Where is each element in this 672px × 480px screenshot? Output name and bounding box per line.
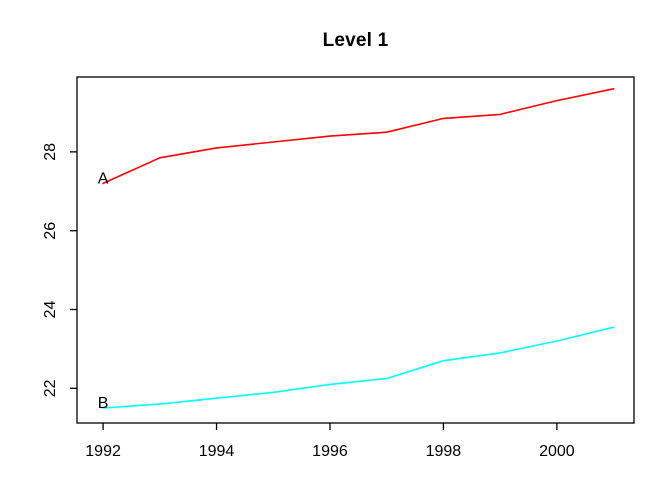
y-axis-tick-label-22: 22 [42,379,59,397]
y-axis-tick-label-24: 24 [42,301,59,319]
y-axis-tick-label-26: 26 [42,222,59,240]
x-axis-tick-label-1994: 1994 [199,443,235,460]
y-axis-tick-label-28: 28 [42,143,59,161]
x-axis-tick-label-1992: 1992 [85,443,121,460]
chart-title: Level 1 [322,30,389,51]
x-axis-tick-label-2000: 2000 [539,443,575,460]
series-B-line [102,326,615,409]
x-axis-tick-label-1998: 1998 [426,443,462,460]
series-A-line [102,88,615,185]
plot-box [76,76,635,424]
x-axis-tick-label-1996: 1996 [312,443,348,460]
series-A-label: A [98,170,109,187]
series-B-label: B [98,395,109,412]
